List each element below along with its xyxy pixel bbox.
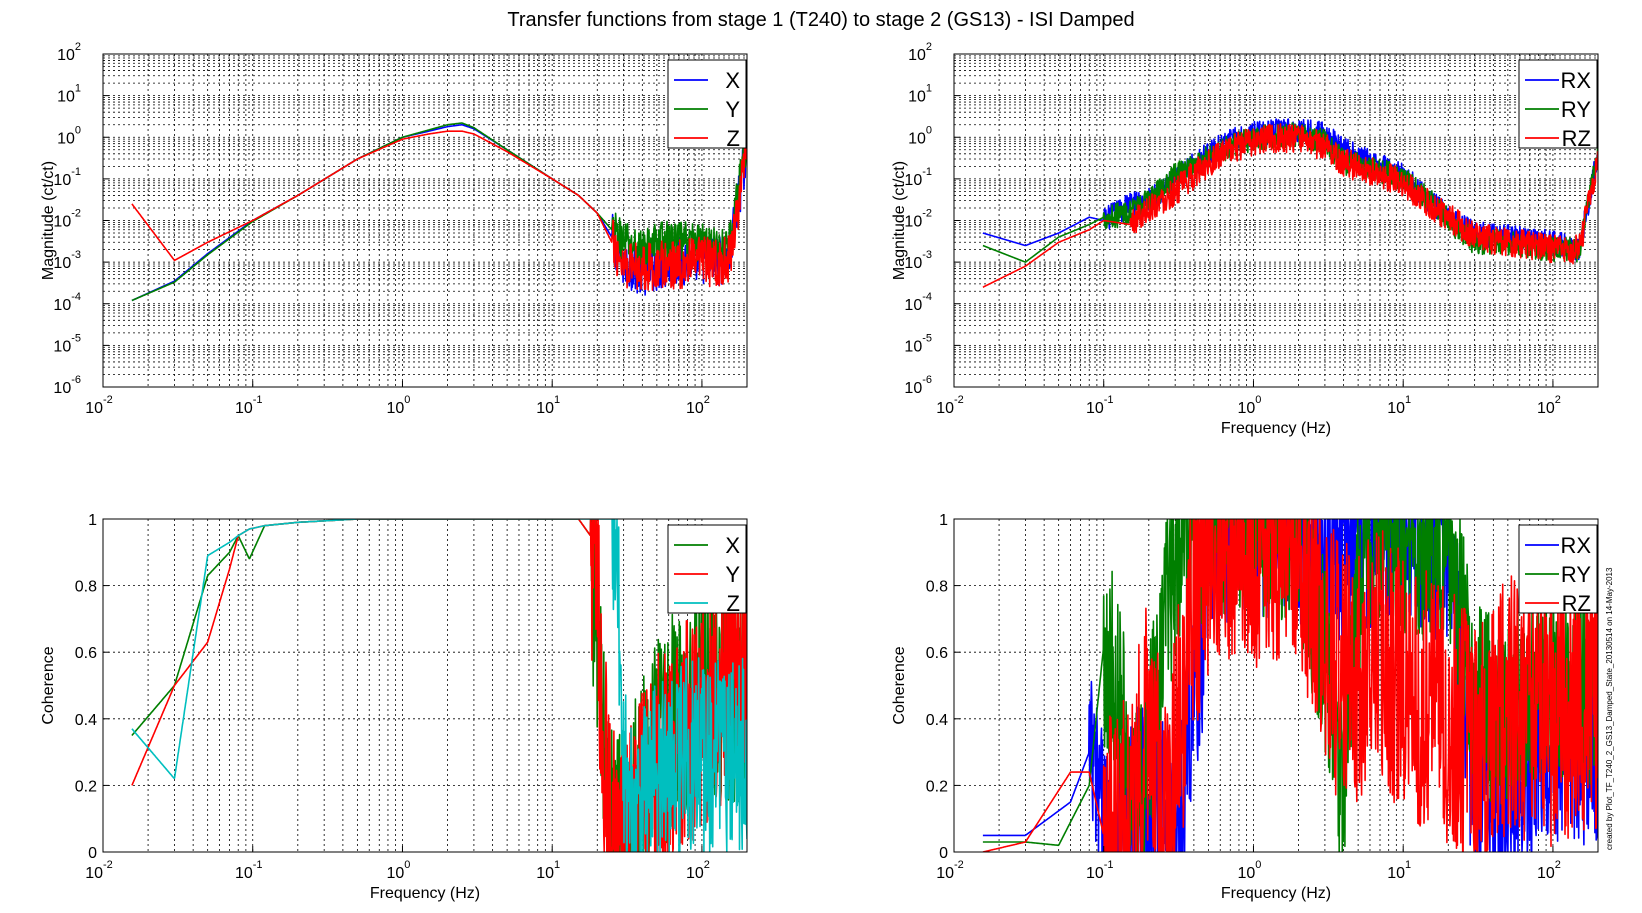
axes-frame	[102, 518, 748, 853]
y-tick-label: 0.6	[926, 645, 948, 662]
y-tick-label: 1	[88, 512, 97, 529]
y-tick-label: 0.8	[75, 579, 97, 596]
y-tick-label: 1	[939, 512, 948, 529]
x-tick-label: 102	[686, 394, 710, 417]
axes-frame	[953, 518, 1599, 853]
x-tick-label: 10-2	[85, 394, 113, 417]
y-tick-label: 10-2	[904, 208, 932, 231]
series-line-y	[131, 122, 747, 302]
y-tick-label: 100	[57, 124, 81, 147]
legend-label-y: Y	[725, 97, 740, 122]
grid	[954, 54, 1598, 387]
legend-label-ry: RY	[1561, 562, 1591, 587]
y-tick-label: 10-1	[904, 166, 932, 189]
x-tick-label: 10-1	[235, 859, 263, 882]
series-line-z	[131, 519, 747, 852]
x-tick-label: 100	[387, 394, 411, 417]
legend-label-x: X	[725, 68, 740, 93]
series-line-rz	[982, 519, 1598, 852]
x-tick-label: 10-2	[936, 394, 964, 417]
x-tick-label: 102	[1537, 859, 1561, 882]
figure-title: Transfer functions from stage 1 (T240) t…	[507, 9, 1134, 31]
chart-p3: 10-2 10-1 100 101 102 0 0.2 0.4 0.6 0.8 1 Frequency…	[40, 512, 748, 902]
x-tick-label: 102	[1537, 394, 1561, 417]
legend: RX RY RZ	[1518, 524, 1598, 616]
y-tick-label: 0.2	[75, 778, 97, 795]
x-tick-label: 101	[536, 394, 560, 417]
y-tick-label: 102	[57, 41, 81, 64]
x-axis-label: Frequency (Hz)	[1221, 885, 1331, 902]
x-tick-label: 100	[1238, 859, 1262, 882]
y-tick-label: 0	[939, 845, 948, 862]
x-tick-label: 10-2	[936, 859, 964, 882]
y-tick-label: 0.6	[75, 645, 97, 662]
y-tick-label: 0.8	[926, 579, 948, 596]
y-tick-label: 10-3	[53, 249, 81, 272]
chart-p1: 10-2 10-1 100 101 102 10-6 10-5 10-4 10-3 10-2 10-…	[40, 41, 748, 417]
y-tick-label: 10-5	[904, 332, 932, 355]
legend: RX RY RZ	[1518, 59, 1598, 151]
y-tick-label: 0.4	[75, 712, 97, 729]
x-tick-label: 102	[686, 859, 710, 882]
legend-label-x: X	[725, 533, 740, 558]
y-axis-label: Coherence	[40, 646, 57, 724]
y-tick-label: 10-4	[53, 291, 81, 314]
chart-p4: 10-2 10-1 100 101 102 0 0.2 0.4 0.6 0.8 1 Frequency…	[891, 512, 1599, 902]
y-tick-label: 10-6	[904, 374, 932, 397]
y-tick-label: 101	[57, 83, 81, 106]
legend-label-rx: RX	[1560, 68, 1591, 93]
series-line-rz	[982, 123, 1598, 288]
y-tick-label: 10-6	[53, 374, 81, 397]
y-tick-label: 10-1	[53, 166, 81, 189]
x-tick-label: 10-1	[1086, 394, 1114, 417]
side-note: created by Plot_TF_T240_2_GS13_Damped_St…	[1605, 567, 1614, 850]
chart-p2: 10-2 10-1 100 101 102 10-6 10-5 10-4 10-3 10-2 10-…	[891, 41, 1599, 437]
legend-label-rz: RZ	[1562, 591, 1591, 616]
legend-label-ry: RY	[1561, 97, 1591, 122]
series-line-z	[131, 130, 747, 291]
x-tick-label: 101	[1387, 394, 1411, 417]
series-group	[982, 519, 1598, 852]
x-tick-label: 101	[1387, 859, 1411, 882]
legend-box	[667, 524, 747, 614]
y-tick-label: 0	[88, 845, 97, 862]
legend: XYZ	[667, 59, 747, 151]
y-axis-label: Coherence	[891, 646, 908, 724]
y-tick-label: 100	[908, 124, 932, 147]
y-axis-label: Magnitude (ct/ct)	[891, 161, 908, 280]
x-tick-label: 10-1	[235, 394, 263, 417]
legend-box	[1518, 524, 1598, 614]
legend-label-rx: RX	[1560, 533, 1591, 558]
legend-label-z: Z	[727, 126, 740, 151]
legend: XYZ	[667, 524, 747, 616]
series-group	[982, 118, 1598, 288]
x-tick-label: 100	[387, 859, 411, 882]
legend-label-y: Y	[725, 562, 740, 587]
y-tick-label: 102	[908, 41, 932, 64]
y-tick-label: 10-5	[53, 332, 81, 355]
x-tick-label: 10-1	[1086, 859, 1114, 882]
x-axis-label: Frequency (Hz)	[370, 885, 480, 902]
x-axis-label: Frequency (Hz)	[1221, 420, 1331, 437]
y-tick-label: 10-3	[904, 249, 932, 272]
y-axis-label: Magnitude (ct/ct)	[40, 161, 57, 280]
series-group	[131, 122, 747, 302]
series-line-rx	[982, 519, 1598, 852]
legend-label-z: Z	[727, 591, 740, 616]
legend-box	[667, 59, 747, 149]
x-tick-label: 100	[1238, 394, 1262, 417]
x-tick-label: 10-2	[85, 859, 113, 882]
legend-label-rz: RZ	[1562, 126, 1591, 151]
y-tick-label: 0.4	[926, 712, 948, 729]
y-tick-label: 10-2	[53, 208, 81, 231]
series-group	[131, 519, 747, 852]
x-tick-label: 101	[536, 859, 560, 882]
y-tick-label: 0.2	[926, 778, 948, 795]
y-tick-label: 101	[908, 83, 932, 106]
legend-box	[1518, 59, 1598, 149]
y-tick-label: 10-4	[904, 291, 932, 314]
